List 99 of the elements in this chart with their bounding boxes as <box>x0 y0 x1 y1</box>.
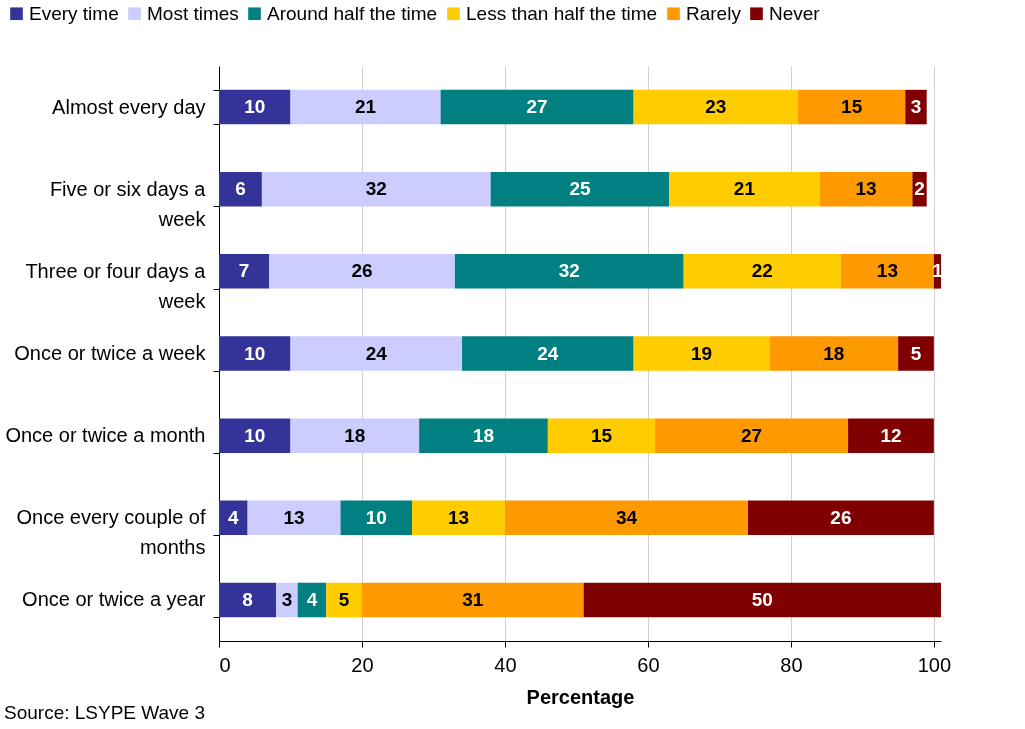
bar <box>219 500 248 536</box>
data-label: 31 <box>462 588 484 610</box>
bar <box>219 582 277 618</box>
bar <box>769 336 899 371</box>
data-label: 5 <box>338 588 350 610</box>
data-label: 4 <box>306 588 318 610</box>
bar <box>655 418 849 453</box>
legend-label: Around half the time <box>267 2 438 24</box>
data-label: 15 <box>841 96 863 118</box>
data-label: 27 <box>526 96 548 118</box>
data-label: 10 <box>244 424 266 446</box>
data-label: 26 <box>830 506 852 528</box>
data-label: 10 <box>365 506 387 528</box>
data-label: 25 <box>569 178 591 200</box>
bar <box>290 418 420 453</box>
legend-label: Less than half the time <box>466 2 658 24</box>
x-tick-label: 0 <box>219 653 231 676</box>
bar <box>440 89 634 125</box>
data-label: 34 <box>615 506 638 528</box>
data-label: 3 <box>281 588 293 610</box>
data-label: 32 <box>558 260 580 282</box>
data-label: 3 <box>910 96 922 118</box>
bar <box>898 336 934 371</box>
bar <box>412 500 505 536</box>
data-label: 50 <box>751 588 773 610</box>
bar <box>219 171 262 207</box>
bar <box>819 171 913 207</box>
data-label: 24 <box>365 342 388 364</box>
data-label: 8 <box>242 588 253 610</box>
data-label: 21 <box>354 96 377 118</box>
bar <box>747 500 934 536</box>
data-label: 18 <box>344 424 366 446</box>
bar <box>219 254 270 289</box>
bar <box>683 254 841 289</box>
bar <box>261 171 491 207</box>
data-label: 21 <box>733 178 756 200</box>
data-label: 22 <box>751 260 773 282</box>
x-tick-label: 100 <box>917 653 952 676</box>
y-tick-label: Almost every day <box>52 95 206 118</box>
data-label: 13 <box>283 506 305 528</box>
y-tick-label: Once every couple of months <box>16 506 206 559</box>
x-tick-label: 60 <box>637 653 660 676</box>
bar <box>454 254 684 289</box>
y-tick-label: Five or six days a week <box>49 177 207 230</box>
data-label: 10 <box>244 96 266 118</box>
y-tick-label: Once or twice a year <box>22 588 206 611</box>
bar <box>583 582 941 618</box>
bar <box>669 171 820 207</box>
legend-label: Every time <box>29 2 119 24</box>
bar <box>547 418 656 453</box>
data-label: 23 <box>705 96 727 118</box>
bar <box>269 254 455 289</box>
y-tick-label: Once or twice a week <box>14 342 207 364</box>
bar <box>419 418 548 453</box>
x-tick-label: 20 <box>351 653 374 676</box>
bar <box>798 89 906 125</box>
x-axis-title: Percentage <box>526 685 635 708</box>
data-label: 12 <box>880 424 902 446</box>
bar <box>840 254 934 289</box>
bar <box>340 500 413 536</box>
data-label: 10 <box>244 342 266 364</box>
y-tick-label: Three or four days a week <box>25 259 207 312</box>
bar <box>326 582 362 618</box>
data-label: 32 <box>365 178 387 200</box>
legend-label: Never <box>769 2 821 24</box>
bar <box>290 89 441 125</box>
data-label: 13 <box>876 260 898 282</box>
bar <box>490 171 670 207</box>
data-label: 5 <box>910 342 922 364</box>
data-label: 4 <box>228 506 240 528</box>
bar <box>462 336 634 371</box>
data-label: 13 <box>855 178 877 200</box>
bar <box>290 336 463 371</box>
source-note: Source: LSYPE Wave 3 <box>4 702 206 724</box>
bar <box>504 500 748 536</box>
bar <box>219 418 291 453</box>
x-tick-label: 40 <box>494 653 517 676</box>
legend-label: Most times <box>147 2 239 24</box>
x-tick-label: 80 <box>780 653 803 676</box>
data-label: 15 <box>590 424 613 446</box>
bar <box>848 418 934 453</box>
data-label: 13 <box>447 506 470 528</box>
data-label: 26 <box>351 260 373 282</box>
data-label: 2 <box>914 178 925 200</box>
bar <box>633 336 770 371</box>
data-label: 18 <box>472 424 495 446</box>
bar <box>219 89 291 125</box>
data-label: 7 <box>238 260 250 282</box>
y-tick-label: Once or twice a month <box>5 424 206 447</box>
bar <box>247 500 341 536</box>
data-label: 27 <box>740 424 763 446</box>
bar <box>219 336 291 371</box>
data-label: 6 <box>235 178 246 200</box>
bar <box>361 582 584 618</box>
data-label: 24 <box>537 342 559 364</box>
data-label: 19 <box>690 342 713 364</box>
legend-label: Rarely <box>686 2 742 24</box>
bar <box>633 89 799 125</box>
data-label: 18 <box>823 342 845 364</box>
